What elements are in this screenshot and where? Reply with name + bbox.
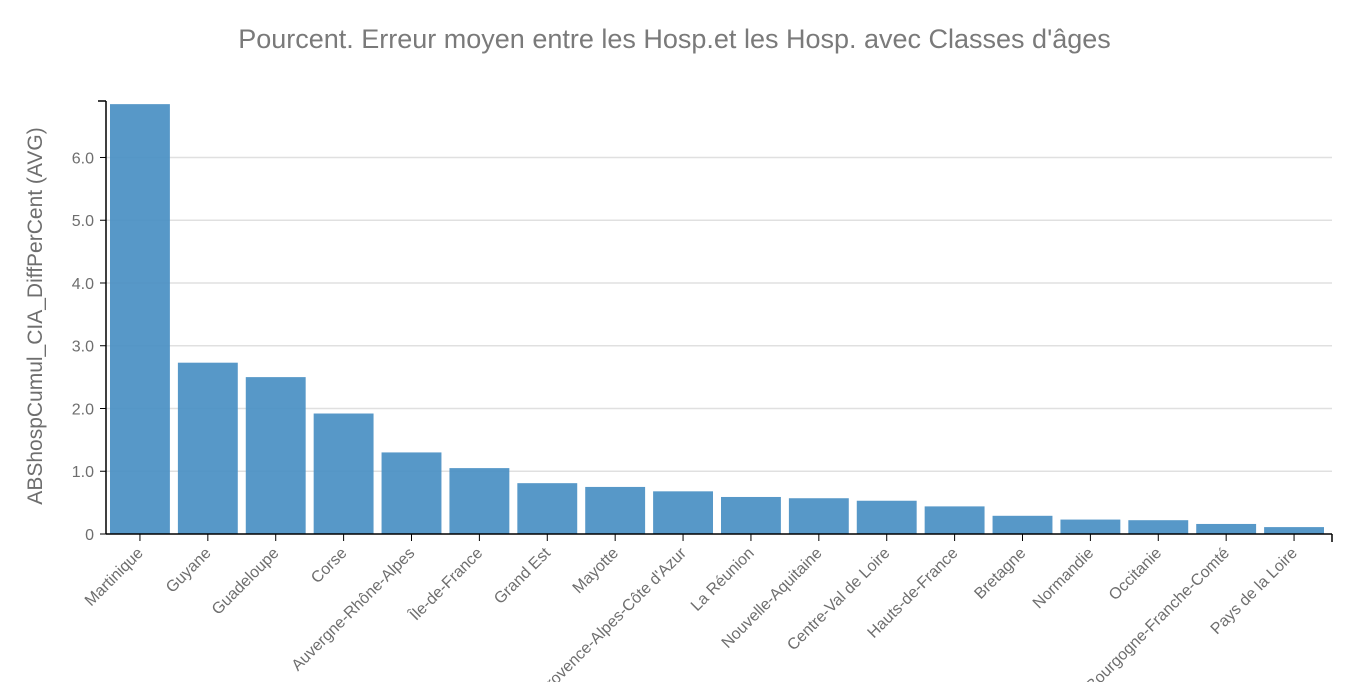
y-tick-label: 2.0 [72, 401, 94, 418]
x-tick-label: Mayotte [570, 545, 622, 597]
x-tick-label: Grand Est [491, 544, 554, 607]
y-axis-title: ABShospCumul_CIA_DiffPerCent (AVG) [24, 127, 47, 504]
y-tick-label: 1.0 [72, 464, 94, 481]
axes [98, 100, 1333, 542]
bar-bourgogne-franche-comt-[interactable] [1196, 523, 1257, 534]
x-tick-label: Bretagne [971, 545, 1029, 603]
bar-martinique[interactable] [110, 104, 170, 534]
bar-bretagne[interactable] [992, 515, 1053, 534]
bar-hauts-de-france[interactable] [924, 506, 985, 534]
bar-corse[interactable] [313, 413, 374, 534]
x-tick-label: Corse [308, 545, 350, 587]
x-tick-label: Occitanie [1106, 545, 1165, 604]
x-tick-label: La Réunion [688, 545, 758, 615]
x-tick-label: Guyane [163, 545, 215, 597]
bar-centre-val-de-loire[interactable] [856, 500, 917, 534]
x-tick-label: Normandie [1030, 545, 1097, 612]
bar-pays-de-la-loire[interactable] [1264, 527, 1324, 534]
bar-mayotte[interactable] [585, 486, 646, 534]
y-tick-label: 6.0 [72, 150, 94, 167]
bar-grand-est[interactable] [517, 483, 578, 534]
y-tick-label: 3.0 [72, 339, 94, 356]
bar-provence-alpes-c-te-d-azur[interactable] [653, 491, 713, 534]
x-tick-label: Martinique [82, 545, 147, 610]
bar-auvergne-rh-ne-alpes[interactable] [381, 452, 442, 534]
bars [110, 104, 1324, 534]
bar-guadeloupe[interactable] [245, 377, 306, 534]
x-tick-label: Guadeloupe [209, 545, 283, 619]
x-tick-label: Auvergne-Rhône-Alpes [289, 545, 419, 675]
y-tick-labels: 0 1.0 2.0 3.0 4.0 5.0 6.0 [72, 150, 94, 544]
bar-occitanie[interactable] [1128, 520, 1189, 534]
x-tick-label: Bourgogne-Franche-Comté [1083, 545, 1233, 682]
chart-title: Pourcent. Erreur moyen entre les Hosp.et… [238, 24, 1111, 54]
bar-nouvelle-aquitaine[interactable] [788, 498, 849, 534]
y-tick-label: 4.0 [72, 276, 94, 293]
bar-guyane[interactable] [177, 362, 238, 534]
bar-normandie[interactable] [1060, 519, 1121, 534]
y-tick-label: 5.0 [72, 213, 94, 230]
bar--le-de-france[interactable] [449, 468, 510, 534]
bar-la-r-union[interactable] [721, 496, 781, 534]
gridlines [106, 156, 1332, 472]
y-tick-label: 0 [85, 527, 94, 544]
